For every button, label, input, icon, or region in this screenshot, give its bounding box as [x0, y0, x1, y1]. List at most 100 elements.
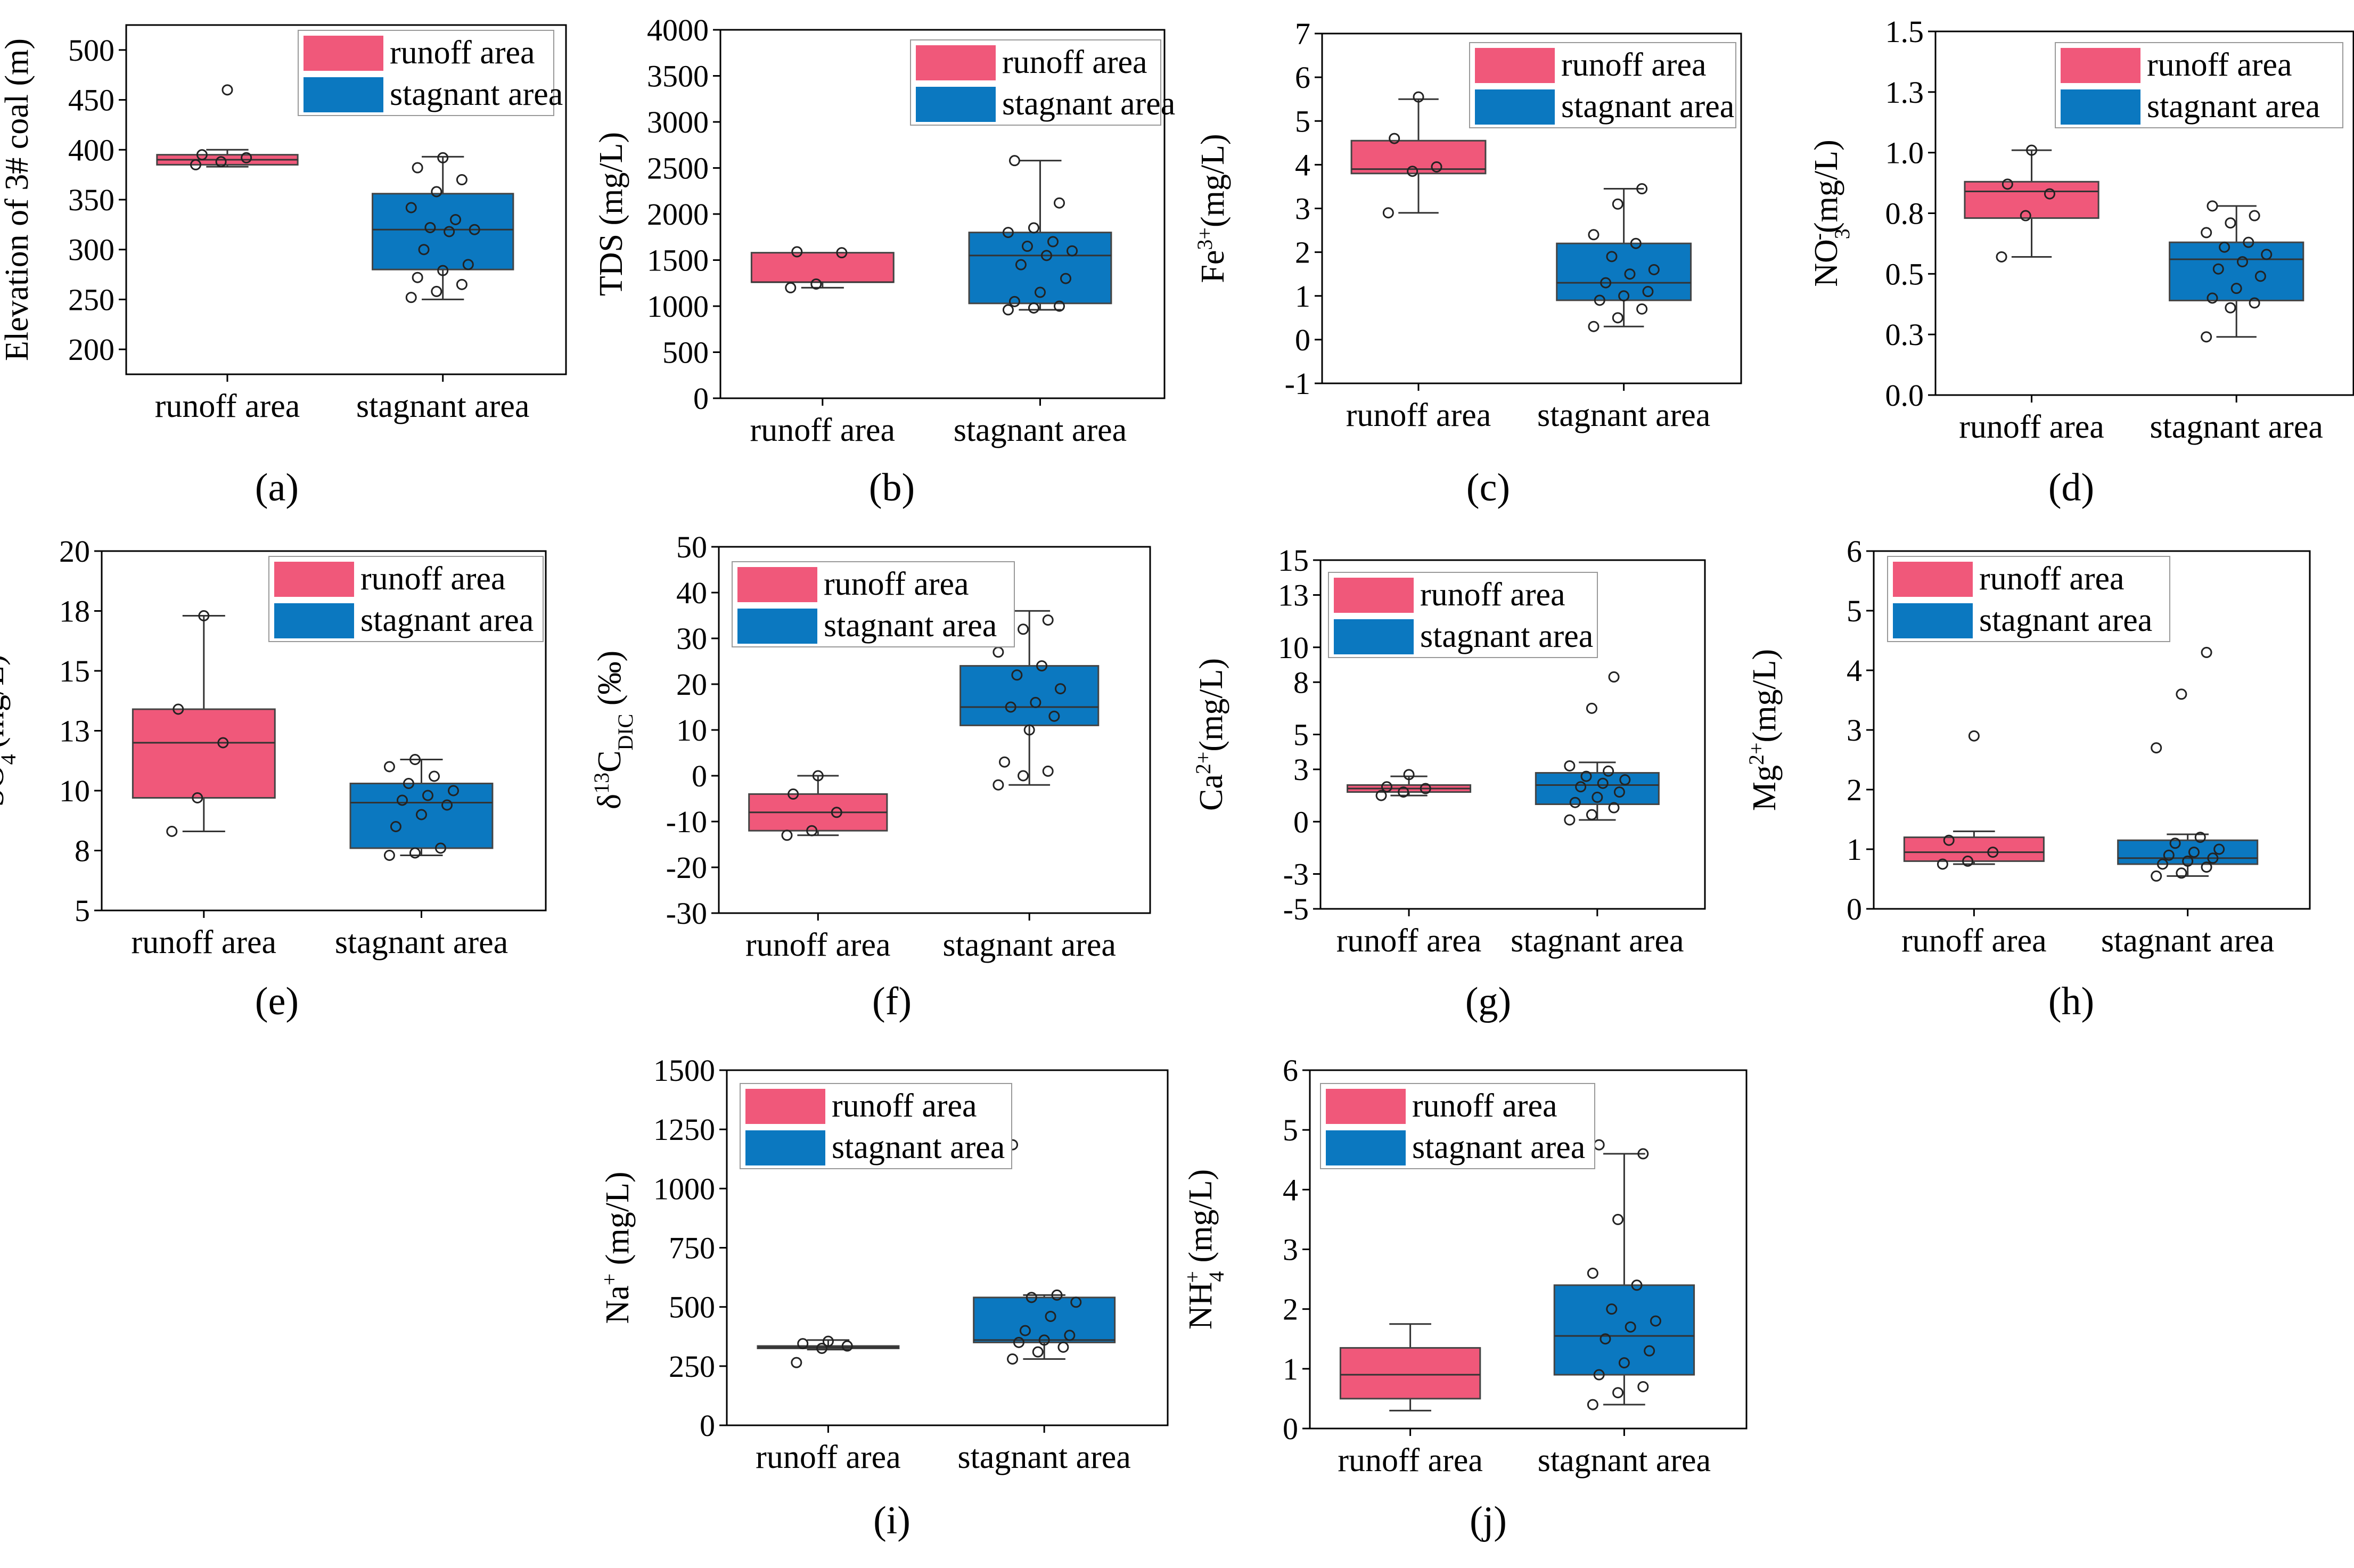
chart-panel-c: -1 0 1 2 3 4 5 6 7 runoff area stagnant area Fe3+(m…	[1193, 17, 1742, 510]
data-point	[1015, 259, 1027, 270]
y-tick-label: 300	[68, 233, 114, 267]
data-point	[2044, 188, 2055, 200]
legend: runoff area stagnant area	[1887, 556, 2170, 642]
data-point	[1606, 1303, 1618, 1315]
data-point	[1023, 724, 1035, 736]
data-point	[1019, 1325, 1031, 1336]
data-point	[1005, 701, 1016, 713]
y-tick-label: 50	[676, 530, 707, 564]
data-point	[2026, 144, 2038, 156]
y-tick-label: 2	[1283, 1292, 1298, 1327]
data-point	[2261, 249, 2273, 260]
iqr-box	[132, 708, 276, 799]
series-stagnant	[968, 155, 1112, 316]
y-tick-label: 7	[1295, 17, 1310, 51]
y-tick-label: 30	[676, 621, 707, 656]
data-point	[1054, 300, 1065, 312]
legend-label: runoff area	[824, 566, 969, 602]
data-point	[2163, 849, 2175, 861]
data-point	[810, 278, 822, 290]
data-point	[1569, 797, 1581, 808]
data-point	[1420, 783, 1431, 794]
x-category-label: runoff area	[1338, 1442, 1483, 1479]
data-point	[412, 162, 423, 174]
x-category-label: stagnant area	[335, 924, 508, 960]
data-point	[424, 221, 436, 233]
data-point	[1028, 302, 1039, 314]
data-point	[403, 778, 414, 789]
data-point	[1002, 227, 1014, 239]
series-stagnant	[973, 1139, 1116, 1365]
data-point	[1007, 1353, 1019, 1365]
data-point	[2201, 646, 2212, 658]
legend-swatch	[304, 77, 383, 112]
y-tick-label: 1500	[653, 1053, 715, 1088]
data-point	[1642, 286, 1654, 298]
legend-label: runoff area	[832, 1088, 977, 1124]
data-point	[1644, 1345, 1655, 1357]
data-point	[1603, 765, 1614, 777]
y-tick-label: 1000	[647, 289, 709, 324]
legend-swatch	[1334, 619, 1414, 654]
data-point	[1608, 671, 1620, 683]
data-point	[797, 1338, 809, 1350]
series-stagnant	[2117, 646, 2259, 882]
y-tick-label: 6	[1295, 60, 1310, 95]
series-runoff	[1964, 144, 2099, 262]
y-tick-label: 450	[68, 83, 114, 118]
data-point	[396, 794, 408, 806]
legend-swatch	[1475, 89, 1555, 125]
y-tick-label: 8	[1293, 665, 1309, 700]
y-tick-label: 13	[59, 714, 90, 749]
y-tick-label: 1	[1283, 1352, 1298, 1386]
data-point	[418, 244, 430, 256]
data-point	[831, 807, 842, 818]
data-point	[781, 830, 793, 841]
x-category-label: runoff area	[745, 927, 891, 963]
y-tick-label: 5	[75, 893, 90, 928]
data-point	[2207, 292, 2218, 304]
data-point	[428, 770, 440, 782]
data-point	[1381, 781, 1392, 793]
data-point	[1962, 855, 1974, 867]
legend-label: stagnant area	[1979, 602, 2152, 638]
x-category-label: stagnant area	[954, 412, 1127, 448]
data-point	[412, 272, 423, 283]
data-point	[2201, 331, 2212, 343]
y-axis-label: δ13CDIC (‰)	[589, 651, 637, 809]
data-point	[431, 186, 442, 198]
data-point	[1413, 91, 1424, 103]
legend-label: stagnant area	[360, 602, 534, 638]
legend-swatch	[737, 609, 817, 644]
x-category-label: runoff area	[1346, 397, 1491, 433]
series-runoff	[1903, 730, 2045, 870]
y-tick-label: 5	[1293, 718, 1309, 752]
y-tick-label: 3	[1293, 752, 1309, 787]
data-point	[1600, 277, 1612, 289]
data-point	[1625, 1321, 1636, 1333]
chart-panel-d: 0.0 0.3 0.5 0.8 1.0 1.3 1.5 runoff area stagnant…	[1806, 14, 2354, 510]
data-point	[788, 788, 799, 800]
y-tick-label: 13	[1278, 578, 1309, 613]
legend: runoff area stagnant area	[268, 556, 544, 642]
x-category-label: runoff area	[132, 924, 277, 960]
data-point	[217, 737, 229, 749]
data-point	[435, 842, 447, 854]
series-stagnant	[1553, 1139, 1695, 1410]
x-category-label: runoff area	[155, 388, 300, 424]
legend-label: runoff area	[1979, 561, 2125, 597]
series-stagnant	[349, 754, 494, 861]
subplot-label: (g)	[1465, 980, 1511, 1023]
y-tick-label: 0	[1295, 323, 1310, 357]
data-point	[166, 826, 178, 837]
x-category-label: stagnant area	[943, 927, 1116, 963]
data-point	[1631, 1279, 1643, 1291]
data-point	[173, 703, 184, 715]
data-point	[1636, 303, 1648, 315]
data-point	[390, 821, 401, 832]
data-point	[448, 785, 460, 797]
chart-panel-f: -30 -20 -10 0 10 20 30 40 50 runoff area stagnant …	[589, 530, 1151, 1023]
subplot-label: (e)	[255, 980, 299, 1023]
y-tick-label: 4	[1295, 147, 1310, 182]
y-tick-label: 6	[1847, 534, 1862, 569]
